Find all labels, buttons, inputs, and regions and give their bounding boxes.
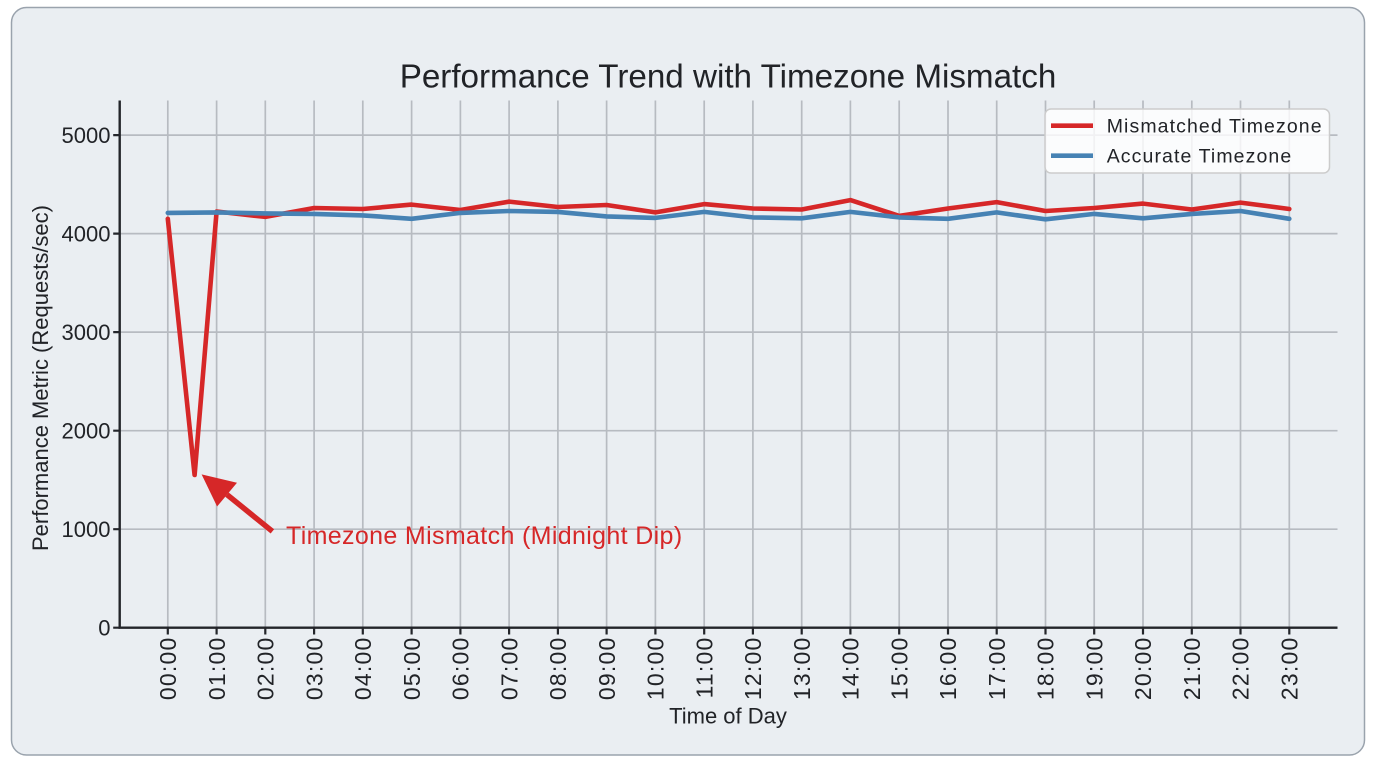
svg-text:06:00: 06:00 bbox=[448, 637, 474, 701]
svg-text:17:00: 17:00 bbox=[984, 637, 1010, 701]
svg-text:Time of Day: Time of Day bbox=[669, 704, 787, 729]
svg-text:10:00: 10:00 bbox=[643, 637, 669, 701]
svg-text:01:00: 01:00 bbox=[204, 637, 230, 701]
svg-text:2000: 2000 bbox=[62, 419, 111, 444]
svg-text:Accurate Timezone: Accurate Timezone bbox=[1107, 145, 1293, 167]
svg-text:11:00: 11:00 bbox=[691, 637, 717, 699]
svg-text:Performance Metric (Requests/s: Performance Metric (Requests/sec) bbox=[28, 205, 53, 551]
svg-text:03:00: 03:00 bbox=[301, 637, 327, 701]
svg-text:20:00: 20:00 bbox=[1130, 637, 1156, 701]
svg-text:09:00: 09:00 bbox=[594, 637, 620, 701]
svg-text:15:00: 15:00 bbox=[886, 637, 912, 701]
svg-text:1000: 1000 bbox=[62, 517, 111, 542]
svg-text:19:00: 19:00 bbox=[1081, 637, 1107, 701]
svg-text:22:00: 22:00 bbox=[1228, 637, 1254, 701]
svg-text:07:00: 07:00 bbox=[496, 637, 522, 701]
svg-text:0: 0 bbox=[98, 616, 110, 641]
svg-text:02:00: 02:00 bbox=[253, 637, 279, 701]
svg-text:18:00: 18:00 bbox=[1033, 637, 1059, 701]
svg-text:16:00: 16:00 bbox=[935, 637, 961, 701]
svg-text:Performance Trend with Timezon: Performance Trend with Timezone Mismatch bbox=[400, 59, 1057, 96]
svg-text:00:00: 00:00 bbox=[155, 637, 181, 701]
svg-text:4000: 4000 bbox=[62, 221, 111, 246]
svg-text:3000: 3000 bbox=[62, 320, 111, 345]
svg-text:05:00: 05:00 bbox=[399, 637, 425, 701]
svg-text:08:00: 08:00 bbox=[545, 637, 571, 701]
svg-text:12:00: 12:00 bbox=[740, 637, 766, 701]
svg-text:04:00: 04:00 bbox=[350, 637, 376, 701]
svg-text:Mismatched Timezone: Mismatched Timezone bbox=[1107, 115, 1323, 137]
svg-text:5000: 5000 bbox=[62, 123, 111, 148]
svg-text:21:00: 21:00 bbox=[1179, 637, 1205, 701]
svg-text:14:00: 14:00 bbox=[838, 637, 864, 701]
svg-text:Timezone Mismatch (Midnight Di: Timezone Mismatch (Midnight Dip) bbox=[286, 522, 683, 550]
svg-text:13:00: 13:00 bbox=[789, 637, 815, 701]
svg-text:23:00: 23:00 bbox=[1277, 637, 1303, 701]
